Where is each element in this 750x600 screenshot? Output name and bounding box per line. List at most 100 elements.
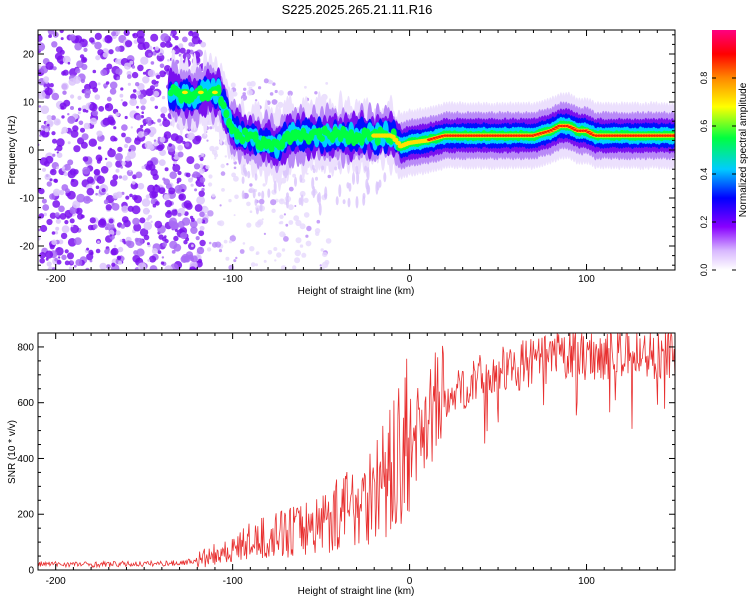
- noise-blob: [61, 82, 69, 91]
- noise-blob: [99, 262, 107, 270]
- noise-blob: [86, 187, 95, 196]
- noise-blob: [111, 262, 116, 267]
- noise-blob: [106, 96, 112, 102]
- noise-blob: [137, 64, 144, 72]
- noise-blob: [97, 146, 102, 150]
- noise-blob: [44, 87, 53, 96]
- noise-blob: [303, 212, 310, 218]
- noise-blob: [255, 251, 260, 255]
- noise-blob: [294, 257, 301, 264]
- ridge-tail: [294, 176, 297, 187]
- noise-blob: [233, 175, 239, 182]
- noise-blob: [177, 212, 182, 217]
- noise-blob: [119, 239, 123, 243]
- noise-blob: [133, 39, 138, 44]
- noise-blob: [67, 141, 71, 145]
- noise-blob: [199, 225, 205, 231]
- noise-blob: [62, 55, 71, 64]
- noise-blob: [121, 132, 126, 138]
- noise-blob: [320, 248, 324, 252]
- noise-blob: [235, 256, 238, 260]
- noise-blob: [287, 90, 293, 97]
- noise-blob: [54, 148, 57, 151]
- noise-blob: [148, 52, 152, 57]
- noise-blob: [115, 112, 120, 117]
- noise-blob: [118, 260, 123, 265]
- noise-blob: [102, 117, 111, 126]
- noise-blob: [56, 166, 59, 170]
- noise-blob: [89, 117, 98, 125]
- noise-blob: [93, 168, 101, 176]
- noise-blob: [119, 160, 123, 163]
- noise-blob: [214, 157, 217, 160]
- noise-blob: [113, 126, 117, 130]
- ridge-tail: [347, 197, 351, 208]
- noise-blob: [104, 248, 110, 255]
- noise-blob: [137, 131, 145, 138]
- noise-blob: [208, 174, 213, 179]
- noise-blob: [160, 41, 167, 48]
- noise-blob: [70, 106, 74, 110]
- ridge-blob: [197, 90, 204, 95]
- noise-blob: [163, 193, 170, 201]
- noise-blob: [161, 256, 165, 259]
- noise-blob: [226, 163, 229, 166]
- noise-blob: [142, 207, 150, 215]
- noise-blob: [280, 199, 283, 202]
- noise-blob: [95, 185, 100, 190]
- noise-blob: [44, 250, 54, 259]
- noise-blob: [142, 76, 150, 84]
- noise-blob: [49, 244, 55, 250]
- noise-blob: [129, 193, 133, 198]
- noise-blob: [278, 221, 282, 225]
- noise-blob: [94, 41, 102, 50]
- noise-blob: [164, 167, 169, 172]
- noise-blob: [125, 40, 133, 48]
- noise-blob: [154, 145, 160, 150]
- noise-blob: [105, 161, 113, 168]
- noise-blob: [195, 172, 201, 178]
- noise-blob: [87, 224, 94, 231]
- noise-blob: [111, 31, 117, 37]
- noise-blob: [152, 184, 161, 194]
- noise-blob: [155, 201, 160, 206]
- noise-blob: [49, 193, 56, 200]
- noise-blob: [45, 155, 54, 164]
- y-tick-label: 20: [23, 50, 35, 61]
- noise-blob: [160, 106, 168, 114]
- noise-blob: [82, 166, 90, 175]
- noise-blob: [50, 115, 56, 121]
- noise-blob: [139, 217, 146, 224]
- noise-blob: [89, 37, 95, 43]
- noise-blob: [41, 198, 47, 204]
- noise-blob: [269, 92, 274, 96]
- noise-blob: [129, 169, 132, 173]
- spectrogram-data: [38, 30, 675, 270]
- ridge-tail: [261, 190, 265, 200]
- noise-blob: [132, 217, 140, 226]
- noise-blob: [70, 129, 79, 138]
- noise-blob: [250, 80, 256, 87]
- noise-blob: [271, 208, 276, 213]
- noise-blob: [177, 144, 184, 151]
- noise-blob: [150, 96, 155, 102]
- noise-blob: [218, 220, 225, 227]
- noise-blob: [132, 194, 138, 201]
- noise-blob: [117, 146, 123, 153]
- noise-blob: [314, 91, 318, 95]
- noise-blob: [52, 188, 61, 197]
- noise-blob: [198, 190, 205, 197]
- noise-blob: [305, 240, 312, 247]
- noise-blob: [43, 76, 50, 83]
- noise-blob: [48, 34, 52, 38]
- noise-blob: [74, 42, 83, 51]
- noise-blob: [95, 192, 98, 196]
- noise-blob: [278, 198, 285, 205]
- noise-blob: [52, 138, 57, 144]
- snr-axes: -200 -100 0 100 0 200 400 600 800: [17, 332, 676, 587]
- noise-blob: [104, 35, 113, 44]
- noise-blob: [125, 240, 132, 247]
- noise-blob: [109, 147, 112, 151]
- ridge-tail: [273, 180, 277, 194]
- noise-blob: [174, 45, 179, 49]
